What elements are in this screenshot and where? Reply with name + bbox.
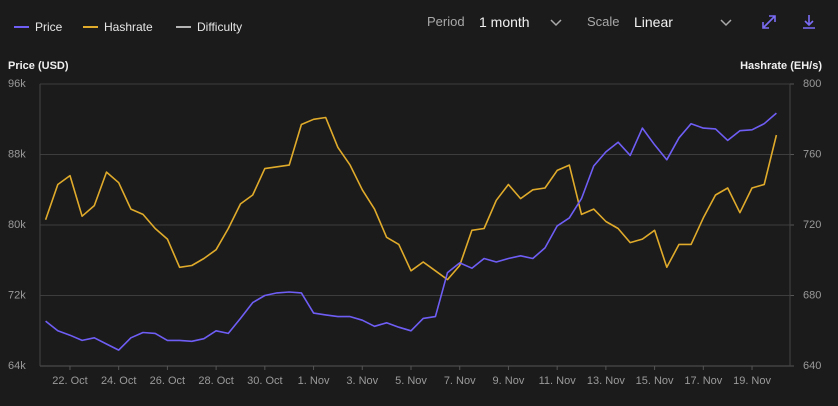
x-tick-label: 9. Nov bbox=[493, 375, 525, 387]
y2-tick-label: 800 bbox=[803, 78, 821, 90]
y-tick-label: 88k bbox=[8, 148, 26, 160]
download-button[interactable] bbox=[799, 12, 819, 32]
y2-tick-label: 760 bbox=[803, 148, 821, 160]
y2-tick-label: 720 bbox=[803, 219, 821, 231]
y-tick-label: 96k bbox=[8, 78, 26, 90]
period-select[interactable]: 1 month bbox=[479, 14, 530, 30]
x-tick-label: 26. Oct bbox=[150, 375, 185, 387]
series-line bbox=[44, 116, 778, 281]
y-tick-label: 64k bbox=[8, 360, 26, 372]
x-tick-label: 30. Oct bbox=[247, 375, 282, 387]
legend-label: Difficulty bbox=[197, 20, 242, 34]
scale-select[interactable]: Linear bbox=[634, 14, 673, 30]
x-tick-label: 3. Nov bbox=[346, 375, 378, 387]
scale-label: Scale bbox=[587, 14, 620, 29]
y2-axis-title: Hashrate (EH/s) bbox=[740, 60, 822, 72]
series-line bbox=[45, 112, 777, 351]
x-tick-label: 22. Oct bbox=[52, 375, 87, 387]
expand-button[interactable] bbox=[759, 12, 779, 32]
x-tick-label: 11. Nov bbox=[539, 375, 577, 387]
x-tick-label: 24. Oct bbox=[101, 375, 136, 387]
period-chevron[interactable] bbox=[546, 12, 566, 32]
x-tick-label: 5. Nov bbox=[395, 375, 427, 387]
scale-chevron[interactable] bbox=[716, 12, 736, 32]
legend-label: Hashrate bbox=[104, 20, 153, 34]
x-tick-label: 19. Nov bbox=[733, 375, 771, 387]
x-tick-label: 13. Nov bbox=[587, 375, 625, 387]
y2-tick-label: 680 bbox=[803, 289, 821, 301]
period-label: Period bbox=[427, 14, 465, 29]
x-tick-label: 1. Nov bbox=[298, 375, 330, 387]
x-tick-label: 7. Nov bbox=[444, 375, 476, 387]
x-tick-label: 28. Oct bbox=[198, 375, 233, 387]
y2-tick-label: 640 bbox=[803, 360, 821, 372]
y-tick-label: 72k bbox=[8, 289, 26, 301]
x-tick-label: 17. Nov bbox=[684, 375, 722, 387]
x-tick-label: 15. Nov bbox=[636, 375, 674, 387]
y-axis-title: Price (USD) bbox=[8, 60, 69, 72]
legend-label: Price bbox=[35, 20, 63, 34]
y-tick-label: 80k bbox=[8, 219, 26, 231]
